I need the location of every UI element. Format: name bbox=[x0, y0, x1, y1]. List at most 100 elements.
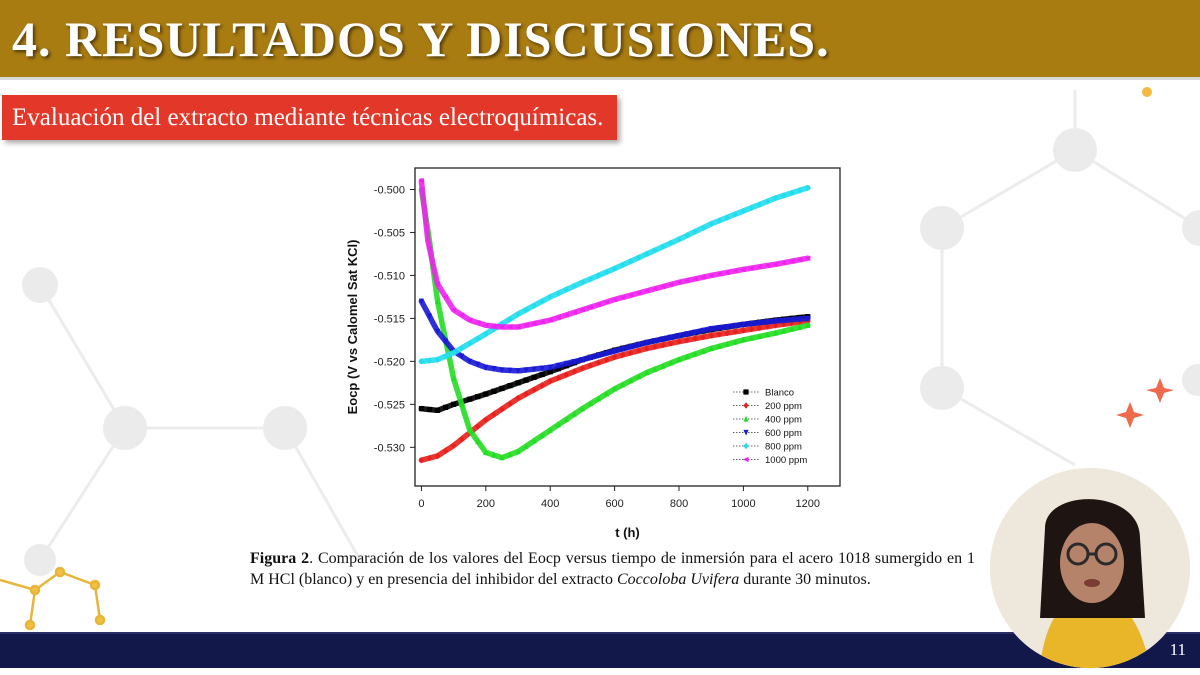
data-point bbox=[555, 314, 561, 321]
chart-legend: Blanco 200 ppm 400 ppm 600 ppm 800 ppm 1000 p… bbox=[733, 388, 807, 466]
data-point bbox=[467, 427, 473, 433]
data-point bbox=[652, 338, 658, 344]
data-point bbox=[732, 338, 738, 345]
data-point bbox=[418, 358, 425, 365]
data-point bbox=[756, 333, 763, 340]
data-point bbox=[668, 239, 674, 247]
data-point bbox=[804, 255, 811, 261]
data-point bbox=[675, 279, 682, 285]
data-point bbox=[531, 320, 537, 327]
data-point bbox=[547, 317, 553, 323]
data-point bbox=[482, 322, 489, 328]
series-400-ppm bbox=[418, 186, 811, 461]
data-point bbox=[708, 332, 714, 339]
legend-entry: 200 ppm bbox=[765, 401, 802, 412]
y-tick-label: -0.515 bbox=[374, 313, 405, 325]
data-point bbox=[579, 365, 586, 372]
data-point bbox=[523, 443, 529, 449]
data-point bbox=[740, 327, 747, 334]
data-point bbox=[587, 275, 594, 283]
data-point bbox=[628, 377, 634, 384]
data-point bbox=[716, 217, 722, 224]
data-point bbox=[796, 257, 803, 263]
data-point bbox=[676, 356, 682, 363]
data-point bbox=[507, 383, 513, 389]
data-point bbox=[434, 328, 441, 335]
data-point bbox=[764, 323, 771, 330]
data-point bbox=[483, 364, 489, 371]
data-point bbox=[636, 342, 642, 348]
data-point bbox=[506, 324, 513, 330]
data-point bbox=[612, 353, 618, 361]
data-point bbox=[539, 319, 545, 325]
data-point bbox=[603, 356, 610, 364]
x-tick-label: 0 bbox=[418, 498, 424, 510]
data-point bbox=[587, 362, 594, 369]
data-point bbox=[684, 353, 690, 360]
data-point bbox=[595, 395, 602, 402]
plot-frame bbox=[414, 167, 841, 487]
data-point bbox=[716, 331, 722, 338]
caption-text-1: . Comparación de los valores del Eocp ve… bbox=[250, 550, 976, 588]
data-point bbox=[651, 286, 658, 292]
data-point bbox=[523, 367, 529, 374]
data-point bbox=[740, 266, 747, 273]
data-point bbox=[684, 232, 690, 239]
data-point bbox=[724, 214, 730, 221]
data-point bbox=[571, 282, 577, 290]
data-point bbox=[507, 451, 513, 458]
data-point bbox=[555, 362, 561, 369]
data-point bbox=[458, 312, 465, 318]
data-point bbox=[531, 437, 537, 444]
data-point bbox=[668, 334, 674, 341]
x-tick-label: 1000 bbox=[731, 498, 755, 510]
data-point bbox=[789, 317, 795, 323]
data-point bbox=[700, 327, 706, 334]
data-point bbox=[555, 374, 561, 382]
data-point bbox=[459, 353, 465, 360]
data-point bbox=[781, 321, 787, 328]
data-point bbox=[684, 336, 690, 344]
data-point bbox=[571, 309, 577, 315]
data-point bbox=[434, 298, 441, 304]
data-point bbox=[660, 243, 666, 250]
data-point bbox=[756, 324, 763, 332]
data-point bbox=[644, 345, 650, 352]
data-point bbox=[522, 322, 529, 328]
footer-bar bbox=[0, 632, 1200, 668]
data-point bbox=[636, 373, 642, 380]
data-point bbox=[683, 277, 690, 284]
series-line bbox=[418, 178, 811, 330]
data-point bbox=[418, 406, 425, 412]
series-600-ppm bbox=[418, 298, 811, 374]
data-point bbox=[450, 307, 457, 313]
data-point bbox=[644, 369, 650, 376]
y-tick-label: -0.510 bbox=[374, 270, 405, 282]
page-number: 11 bbox=[1169, 640, 1186, 659]
data-point bbox=[692, 335, 698, 342]
data-point bbox=[523, 306, 529, 314]
data-point bbox=[756, 264, 763, 270]
data-point bbox=[499, 385, 505, 392]
data-point bbox=[700, 274, 706, 280]
data-point bbox=[587, 354, 594, 361]
x-tick-label: 600 bbox=[605, 498, 623, 510]
data-point bbox=[515, 368, 521, 374]
data-point bbox=[418, 298, 425, 305]
data-point bbox=[531, 386, 537, 393]
data-point bbox=[788, 258, 795, 264]
data-point bbox=[563, 312, 569, 318]
x-axis-label: t (h) bbox=[615, 525, 640, 540]
data-point bbox=[773, 318, 779, 325]
data-point bbox=[692, 228, 698, 235]
data-point bbox=[708, 345, 714, 352]
data-point bbox=[756, 201, 763, 208]
data-point bbox=[732, 322, 738, 329]
data-point bbox=[620, 351, 626, 359]
data-point bbox=[514, 324, 521, 330]
data-point bbox=[780, 260, 787, 266]
data-point bbox=[716, 343, 722, 349]
legend-marker bbox=[743, 389, 749, 395]
y-axis-label: Eocp (V vs Calomel Sat KCl) bbox=[345, 240, 360, 415]
data-point bbox=[748, 325, 755, 333]
